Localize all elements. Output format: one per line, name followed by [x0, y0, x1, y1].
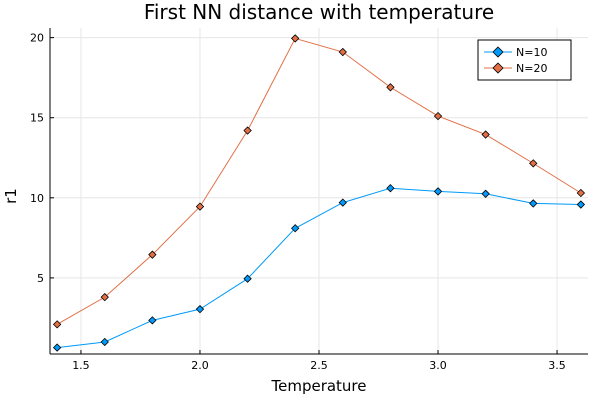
x-axis-label: Temperature	[270, 377, 366, 395]
legend-swatch-marker	[492, 62, 504, 74]
data-point	[291, 34, 300, 43]
legend-box	[477, 39, 572, 81]
y-tick-label: 10	[30, 192, 44, 205]
data-point	[338, 47, 347, 57]
y-tick-label: 5	[37, 272, 44, 285]
data-point	[195, 304, 205, 314]
data-point	[243, 126, 252, 135]
data-point	[576, 188, 586, 198]
plot-series	[52, 34, 586, 352]
data-point	[195, 202, 205, 211]
data-point	[481, 189, 490, 198]
data-point	[576, 200, 586, 209]
y-axis-label: r1	[2, 188, 20, 204]
series-line	[57, 187, 581, 349]
x-tick-label: 1.5	[72, 359, 90, 372]
data-point	[529, 159, 538, 168]
data-point	[386, 184, 395, 193]
grid	[50, 28, 588, 354]
data-point	[100, 337, 109, 347]
x-tick-label: 3.5	[548, 359, 566, 372]
y-tick-label: 15	[30, 112, 44, 125]
legend-label: N=20	[516, 62, 547, 75]
data-point	[338, 198, 347, 207]
data-point	[529, 199, 538, 208]
series-n-20	[52, 34, 586, 329]
y-tick-label: 20	[30, 32, 44, 45]
x-tick-label: 2.5	[310, 359, 328, 372]
x-tick-label: 3.0	[429, 359, 447, 372]
data-point	[433, 111, 443, 121]
data-point	[243, 274, 252, 283]
data-point	[100, 292, 109, 302]
data-point	[148, 316, 157, 325]
legend-label: N=10	[516, 46, 547, 59]
x-tick-label: 2.0	[191, 359, 209, 372]
series-n-10	[52, 184, 586, 352]
legend-swatch-marker	[492, 46, 504, 58]
data-point	[386, 83, 395, 92]
series-line	[56, 37, 582, 325]
axes: 1.5 2.0 2.5 3.0 3.5 5 10 15 20	[30, 28, 588, 372]
legend: N=10 N=20	[477, 39, 572, 81]
data-point	[291, 224, 300, 233]
data-point	[52, 343, 62, 352]
data-point	[481, 130, 490, 139]
chart-title: First NN distance with temperature	[144, 0, 494, 24]
data-point	[433, 187, 443, 196]
data-point	[148, 250, 157, 259]
data-point	[52, 320, 62, 329]
